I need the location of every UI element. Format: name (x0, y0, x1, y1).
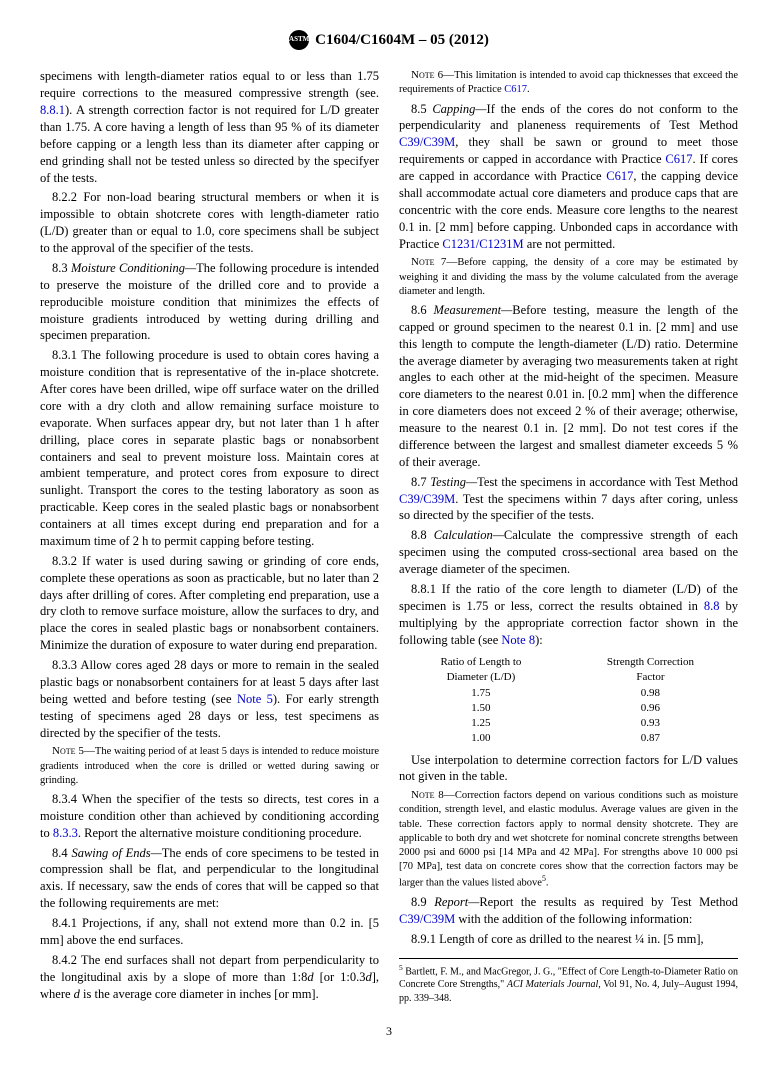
para-8-3: 8.3 Moisture Conditioning—The following … (40, 260, 379, 344)
ref-note8: Note 8 (501, 633, 535, 647)
para-8-9: 8.9 Report—Report the results as require… (399, 894, 738, 928)
ref-c617-1: C617 (665, 152, 692, 166)
para-8-8-1: 8.8.1 If the ratio of the core length to… (399, 581, 738, 649)
para-8-2-2: 8.2.2 For non-load bearing structural me… (40, 189, 379, 257)
ref-8-3-3: 8.3.3 (53, 826, 78, 840)
ref-note5: Note 5 (237, 692, 273, 706)
para-8-3-2: 8.3.2 If water is used during sawing or … (40, 553, 379, 654)
para-8-8: 8.8 Calculation—Calculate the compressiv… (399, 527, 738, 578)
para-8-4-1: 8.4.1 Projections, if any, shall not ext… (40, 915, 379, 949)
para-8-4: 8.4 Sawing of Ends—The ends of core spec… (40, 845, 379, 913)
table-row: 1.000.87 (399, 731, 738, 746)
ref-c39-3: C39/C39M (399, 912, 455, 926)
para-8-5: 8.5 Capping—If the ends of the cores do … (399, 101, 738, 253)
ref-c1231: C1231/C1231M (442, 237, 523, 251)
note-7: Note 7—Before capping, the density of a … (399, 255, 738, 299)
astm-logo: ASTM (289, 30, 309, 50)
note-8: Note 8—Correction factors depend on vari… (399, 788, 738, 891)
document-header: ASTM C1604/C1604M – 05 (2012) (40, 30, 738, 50)
table-row: 1.750.98 (399, 686, 738, 701)
table-header-ld: Ratio of Length toDiameter (L/D) (399, 654, 563, 686)
document-number: C1604/C1604M – 05 (2012) (315, 30, 489, 50)
note-6: Note 6—This limitation is intended to av… (399, 68, 738, 97)
table-header-factor: Strength CorrectionFactor (563, 654, 738, 686)
body-columns: specimens with length-diameter ratios eq… (40, 68, 738, 1005)
ref-c617-n6: C617 (504, 84, 527, 95)
ref-8-8-1: 8.8.1 (40, 103, 65, 117)
para-8-3-3: 8.3.3 Allow cores aged 28 days or more t… (40, 657, 379, 741)
note-5: Note 5—The waiting period of at least 5 … (40, 744, 379, 788)
table-row: 1.500.96 (399, 701, 738, 716)
page-number: 3 (40, 1023, 738, 1039)
para-8-2-1-cont: specimens with length-diameter ratios eq… (40, 68, 379, 186)
para-8-4-2: 8.4.2 The end surfaces shall not depart … (40, 952, 379, 1003)
ref-8-8: 8.8 (704, 599, 720, 613)
para-8-3-4: 8.3.4 When the specifier of the tests so… (40, 791, 379, 842)
para-8-6: 8.6 Measurement—Before testing, measure … (399, 302, 738, 471)
correction-factor-table: Ratio of Length toDiameter (L/D) Strengt… (399, 654, 738, 745)
ref-c617-2: C617 (606, 169, 633, 183)
para-interpolation: Use interpolation to determine correctio… (399, 752, 738, 786)
footnote-5: 5 Bartlett, F. M., and MacGregor, J. G.,… (399, 958, 738, 1006)
para-8-9-1: 8.9.1 Length of core as drilled to the n… (399, 931, 738, 948)
ref-c39-1: C39/C39M (399, 135, 455, 149)
para-8-7: 8.7 Testing—Test the specimens in accord… (399, 474, 738, 525)
para-8-3-1: 8.3.1 The following procedure is used to… (40, 347, 379, 550)
ref-c39-2: C39/C39M (399, 492, 455, 506)
table-row: 1.250.93 (399, 716, 738, 731)
footnote-marker: 5 (542, 874, 546, 883)
